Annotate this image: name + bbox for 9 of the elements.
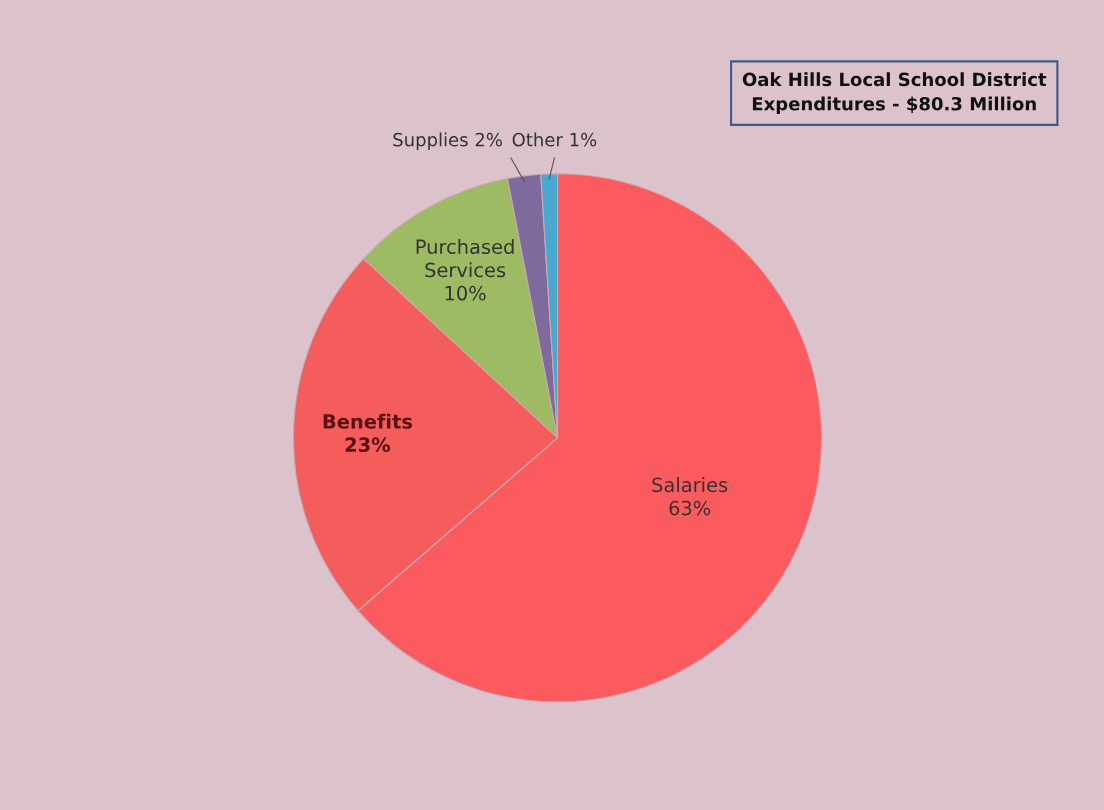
slice-label: Benefits — [323, 413, 413, 429]
slice-label: Other 1% — [512, 132, 597, 147]
data-label: 23% — [345, 437, 391, 453]
data-label: 63% — [669, 500, 711, 516]
slice-label: Purchased Services — [416, 239, 514, 278]
slice-label: Salaries — [652, 477, 728, 493]
text: Oak Hills Local School District Expenditures - $80.3 Million — [742, 72, 1047, 115]
data-label: 10% — [445, 285, 486, 301]
slice-label: Supplies 2% — [393, 132, 502, 150]
